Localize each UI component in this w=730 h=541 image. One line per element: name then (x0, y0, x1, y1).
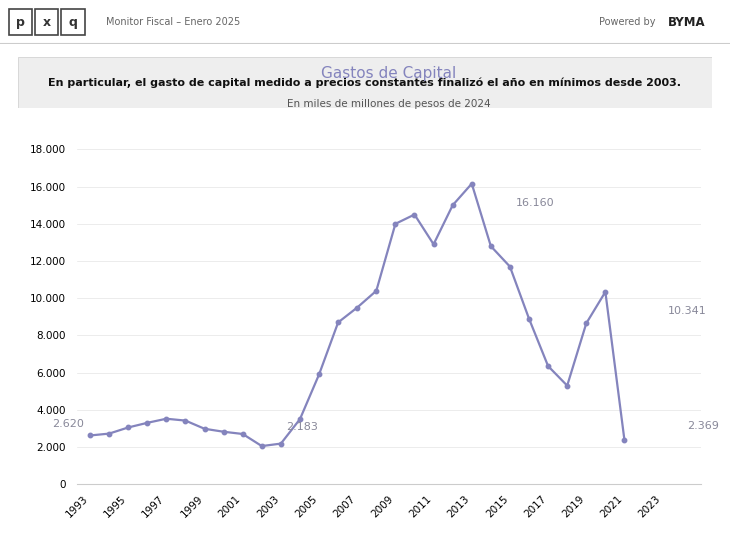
Text: x: x (42, 16, 51, 29)
Text: En particular, el gasto de capital medido a precios constantes finalizó el año e: En particular, el gasto de capital medid… (48, 77, 682, 88)
FancyBboxPatch shape (18, 57, 712, 108)
Text: BYMA: BYMA (668, 16, 706, 29)
Text: 16.160: 16.160 (515, 198, 554, 208)
Text: p: p (16, 16, 25, 29)
FancyBboxPatch shape (35, 9, 58, 36)
Text: 2.183: 2.183 (286, 422, 318, 432)
FancyBboxPatch shape (61, 9, 85, 36)
Text: Monitor Fiscal – Enero 2025: Monitor Fiscal – Enero 2025 (106, 17, 240, 27)
FancyBboxPatch shape (9, 9, 32, 36)
Text: Gastos de Capital: Gastos de Capital (321, 65, 456, 81)
Text: 2.620: 2.620 (53, 419, 85, 430)
Text: q: q (69, 16, 77, 29)
Text: En miles de millones de pesos de 2024: En miles de millones de pesos de 2024 (287, 100, 491, 109)
Text: 10.341: 10.341 (668, 306, 707, 316)
Text: 2.369: 2.369 (687, 421, 719, 431)
Text: Powered by: Powered by (599, 17, 655, 27)
